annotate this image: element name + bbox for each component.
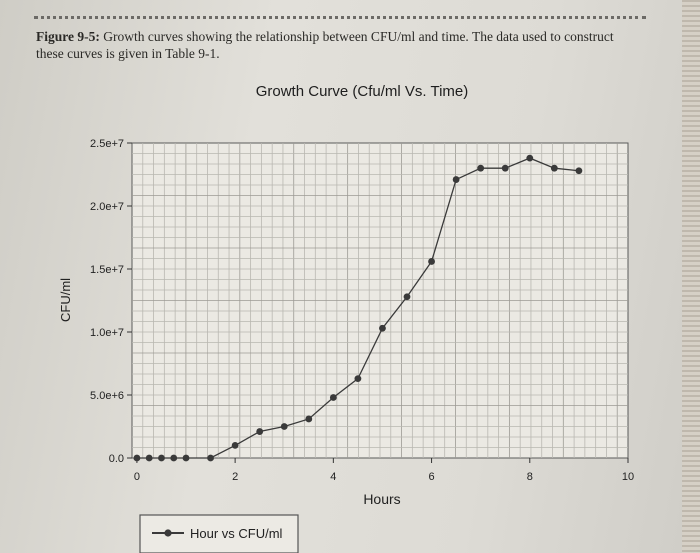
data-point <box>329 394 337 401</box>
data-point <box>452 176 460 183</box>
figure-caption: Figure 9-5: Growth curves showing the re… <box>36 28 636 62</box>
x-axis-label: Hours <box>363 491 400 507</box>
chart-title: Growth Curve (Cfu/ml Vs. Time) <box>256 83 469 100</box>
data-point <box>354 375 362 383</box>
plot-grid <box>132 143 628 458</box>
y-tick-label: 5.0e+6 <box>90 390 124 402</box>
legend: Hour vs CFU/ml <box>139 514 299 553</box>
data-point <box>158 454 165 462</box>
x-tick-label: 10 <box>622 471 634 483</box>
figure-caption-text: Growth curves showing the relationship b… <box>36 29 614 61</box>
data-point <box>428 258 435 265</box>
data-point <box>280 423 288 430</box>
x-tick-label: 8 <box>527 471 533 483</box>
data-point <box>526 154 534 162</box>
data-point <box>182 454 190 462</box>
y-tick-label: 1.5e+7 <box>90 264 124 276</box>
dotted-rule <box>34 16 646 19</box>
data-point <box>256 428 264 435</box>
data-point <box>501 164 509 172</box>
y-tick-label: 2.5e+7 <box>90 138 124 150</box>
legend-label: Hour vs CFU/ml <box>190 526 283 541</box>
data-point <box>550 164 558 172</box>
data-point <box>305 415 313 423</box>
data-point <box>575 167 583 175</box>
legend-marker <box>164 529 172 537</box>
data-point <box>170 454 178 462</box>
x-tick-label: 4 <box>330 471 336 483</box>
figure-label: Figure 9-5: <box>36 29 100 44</box>
data-point <box>145 454 153 462</box>
data-point <box>231 442 239 449</box>
y-axis-label: CFU/ml <box>58 278 73 322</box>
y-tick-label: 2.0e+7 <box>90 201 124 213</box>
x-tick-label: 0 <box>134 471 140 483</box>
data-point <box>379 324 386 332</box>
y-tick-label: 0.0 <box>109 453 124 465</box>
series-group <box>133 154 583 462</box>
tick-labels: 0.0 5.0e+6 1.0e+7 1.5e+7 2.0e+7 2.5e+7 0 2 4 6 8 10 <box>90 138 634 483</box>
x-tick-label: 2 <box>232 471 238 483</box>
y-tick-label: 1.0e+7 <box>90 327 124 339</box>
x-tick-label: 6 <box>429 471 435 483</box>
data-point <box>207 454 214 462</box>
data-point <box>477 164 485 172</box>
page-edge <box>682 0 700 553</box>
data-point <box>133 454 141 462</box>
data-point <box>403 293 411 301</box>
